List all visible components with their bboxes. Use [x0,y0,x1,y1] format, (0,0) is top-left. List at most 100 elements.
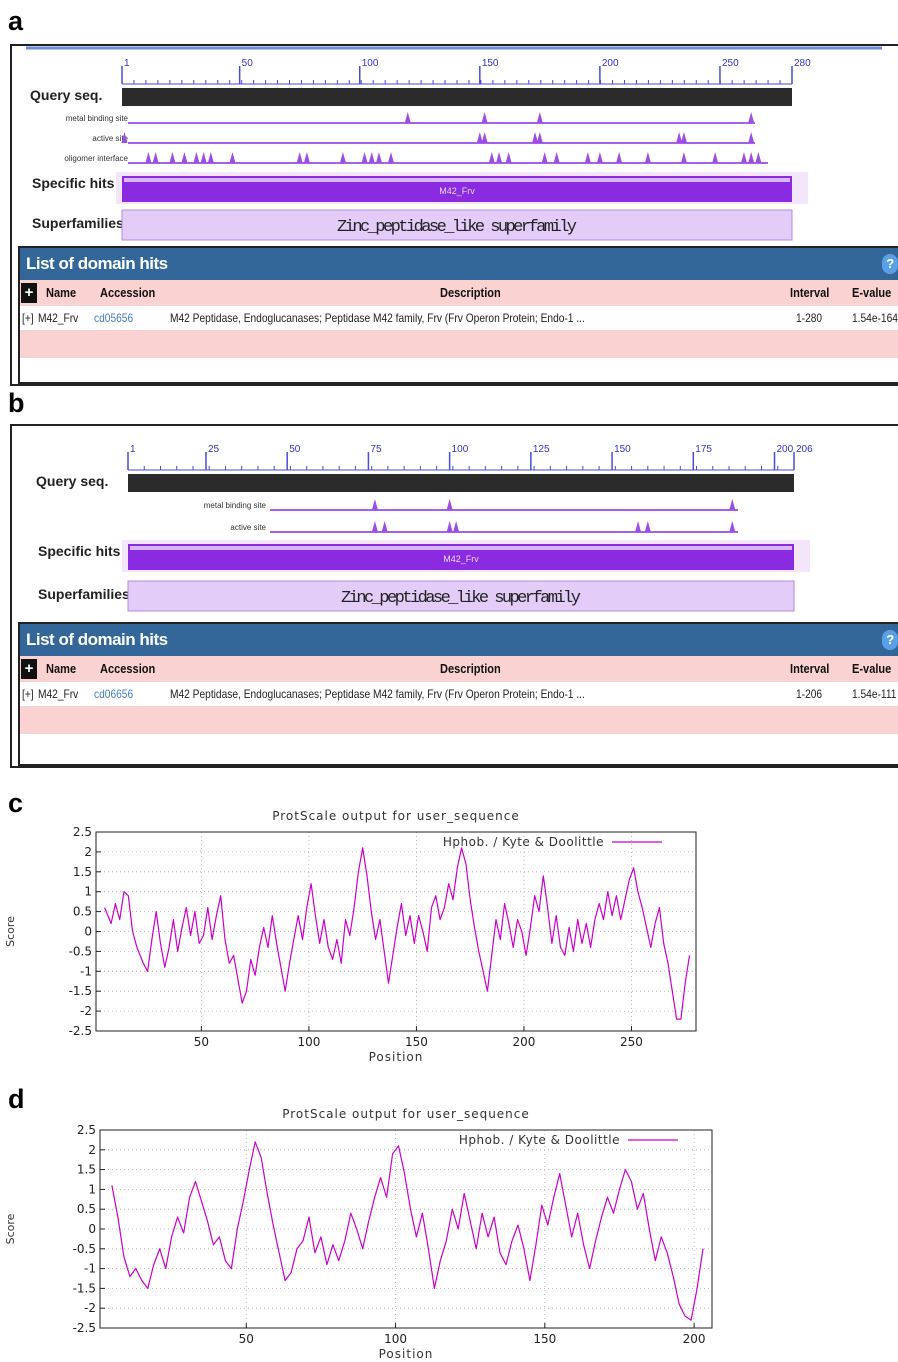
series-line [104,847,691,1020]
plot-frame [95,831,697,1032]
y-tick-label: 1.5 [77,1163,96,1177]
y-axis-label: Score [4,1213,17,1244]
panel-label-d: d [8,1084,25,1114]
feature-site-mark [193,152,200,163]
feature-site-mark [181,152,188,163]
feature-site-mark [616,152,623,163]
hydrophobicity-chart-d: ProtScale output for user_sequence 2.5 2 1.… [4,1107,713,1361]
chart-title: ProtScale output for user_sequence [272,809,520,823]
y-tick-label: -0.5 [69,944,92,958]
ruler-tick-label: 50 [289,444,301,455]
row-description: M42 Peptidase, Endoglucanases; Peptidase… [170,311,585,325]
x-tick-label: 100 [384,1332,407,1346]
feature-site-mark [446,521,453,532]
column-header-row: + Name Accession Description Interval E-… [20,280,898,306]
accession-link[interactable]: cd05656 [94,311,134,325]
superfamily-bar[interactable] [121,209,793,241]
expand-all-button[interactable]: + [21,659,37,679]
superfamilies-label: Superfamilies [38,586,130,602]
y-tick-label: 2.5 [77,1123,96,1137]
feature-site-mark [169,152,176,163]
cdd-panel-a: 1 50 100 150 200 250 280 Query seq. metal bindin… [10,44,898,386]
ruler-tick-label: 250 [722,58,739,69]
feature-site-mark [755,152,762,163]
feature-site-mark [712,152,719,163]
help-icon[interactable]: ? [882,254,898,274]
row-expand-button[interactable]: [+] [22,311,34,325]
feature-site-mark [584,152,591,163]
ruler-tick-label: 125 [533,444,550,455]
domain-hits-header: List of domain hits ? [20,248,898,280]
series-line [111,1141,704,1321]
col-name[interactable]: Name [46,661,77,676]
domain-hits-title: List of domain hits [26,630,168,649]
row-expand-button[interactable]: [+] [22,687,34,701]
feature-site-mark [375,152,382,163]
feature-site-mark [121,132,128,143]
y-tick-label: -2 [80,1004,92,1018]
col-accession[interactable]: Accession [100,661,156,676]
legend-label: Hphob. / Kyte & Doolittle [459,1133,620,1147]
y-tick-label: -1 [84,1262,96,1276]
specific-hits-label: Specific hits [38,543,121,559]
superfamily-bar[interactable] [127,580,795,612]
feature-site-mark [496,152,503,163]
specific-hits-label: Specific hits [32,175,115,191]
feature-site-mark [536,132,543,143]
y-tick-label: 0.5 [77,1202,96,1216]
x-axis-label: Position [369,1050,424,1064]
y-tick-label: -2.5 [69,1024,92,1038]
row-interval: 1-206 [796,687,823,701]
col-interval[interactable]: Interval [790,661,830,676]
superfamily-name: Zinc_peptidase_like superfamily [337,218,577,237]
ruler-tick-label: 1 [130,444,136,455]
feature-site-mark [740,152,747,163]
col-name[interactable]: Name [46,285,77,300]
expand-all-button[interactable]: + [21,283,37,303]
col-accession[interactable]: Accession [100,285,156,300]
x-tick-label: 100 [297,1035,320,1049]
feature-site-mark [152,152,159,163]
x-tick-label: 200 [683,1332,706,1346]
col-interval[interactable]: Interval [790,285,830,300]
col-evalue[interactable]: E-value [852,285,892,300]
col-evalue[interactable]: E-value [852,661,892,676]
x-tick-label: 150 [405,1035,428,1049]
feature-site-mark [680,132,687,143]
hydrophobicity-chart-c: ProtScale output for user_sequence 2.5 2 1.… [4,809,697,1064]
y-tick-label: 0 [84,925,92,939]
y-tick-label: 2 [88,1143,96,1157]
ruler-tick-label: 200 [777,444,794,455]
ruler-tick-label: 50 [242,58,254,69]
x-axis-label: Position [379,1347,434,1361]
x-tick-label: 200 [513,1035,536,1049]
feature-site-mark [200,152,207,163]
row-evalue: 1.54e-111 [852,687,897,701]
feature-track-label: active site [92,134,128,143]
specific-hit-name: M42_Frv [443,554,479,564]
row-interval: 1-280 [796,311,823,325]
feature-site-mark [680,152,687,163]
table-empty-row [20,706,898,734]
feature-site-mark [676,132,683,143]
ruler-tick-label: 1 [124,58,130,69]
col-description[interactable]: Description [440,661,501,676]
feature-site-mark [748,112,755,123]
table-row: [+] M42_Frv cd06656 M42 Peptidase, Endog… [20,682,898,706]
feature-site-mark [229,152,236,163]
ruler-tick-label: 200 [602,58,619,69]
specific-hit-name: M42_Frv [439,186,475,196]
ruler-tick-label: 280 [794,58,811,69]
feature-site-mark [381,521,388,532]
specific-hit-highlight [130,546,792,550]
col-description[interactable]: Description [440,285,501,300]
feature-site-mark [371,521,378,532]
row-name: M42_Frv [38,311,79,325]
feature-site-mark [371,499,378,510]
x-tick-label: 50 [194,1035,209,1049]
help-icon[interactable]: ? [882,630,898,650]
feature-site-mark [748,152,755,163]
accession-link[interactable]: cd06656 [94,687,134,701]
